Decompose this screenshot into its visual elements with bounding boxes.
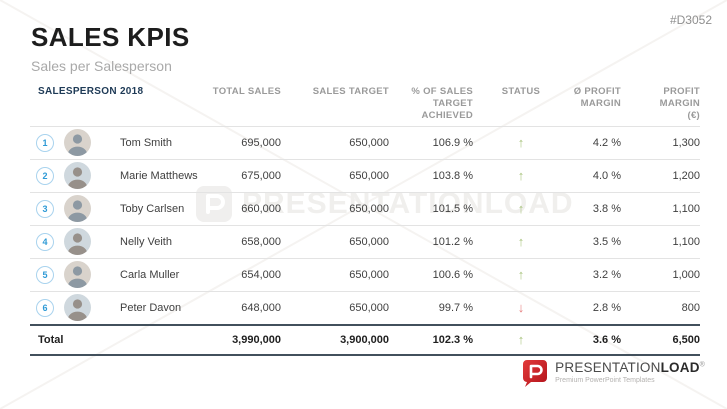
margin-eur-total: 6,500 [672, 333, 700, 346]
avg-margin-value: 3.5 % [592, 235, 621, 248]
salesperson-name: Nelly Veith [120, 235, 172, 248]
total-sales-value: 675,000 [241, 169, 281, 182]
total-sales-value: 654,000 [241, 268, 281, 281]
table-header-row: SALESPERSON 2018 TOTAL SALES SALES TARGE… [30, 86, 700, 126]
avatar [64, 195, 91, 223]
margin-eur-value: 1,000 [672, 268, 700, 281]
avatar [64, 261, 91, 289]
slide-header: SALES KPIS Sales per Salesperson [31, 22, 190, 74]
avatar [64, 162, 91, 190]
col-header-total-sales: TOTAL SALES [212, 86, 281, 97]
sales-target-total: 3,900,000 [340, 333, 389, 346]
sales-target-value: 650,000 [349, 202, 389, 215]
page-title: SALES KPIS [31, 22, 190, 52]
rank-badge: 2 [36, 166, 54, 185]
col-header-profit-margin-eur: PROFIT MARGIN (€) [659, 86, 700, 121]
total-sales-value: 648,000 [241, 301, 281, 314]
registered-mark: ® [699, 361, 705, 369]
table-row: 1 Tom Smith 695,000 650,000 106.9 % ↑ 4.… [30, 125, 700, 159]
avg-margin-value: 3.8 % [592, 202, 621, 215]
rank-badge: 3 [36, 199, 54, 218]
margin-eur-value: 1,100 [672, 202, 700, 215]
status-up-arrow-icon: ↑ [517, 134, 525, 150]
total-sales-value: 660,000 [241, 202, 281, 215]
brand-p-icon [523, 360, 548, 388]
salesperson-name: Carla Muller [120, 268, 180, 281]
avatar [64, 228, 91, 256]
table-row: 6 Peter Davon 648,000 650,000 99.7 % ↓ 2… [30, 290, 700, 324]
salesperson-name: Tom Smith [120, 136, 172, 149]
table-row: 5 Carla Muller 654,000 650,000 100.6 % ↑… [30, 257, 700, 291]
rank-badge: 6 [36, 298, 54, 317]
pct-achieved-value: 106.9 % [432, 136, 473, 149]
sales-target-value: 650,000 [349, 301, 389, 314]
total-sales-total: 3,990,000 [232, 333, 281, 346]
table-row: 4 Nelly Veith 658,000 650,000 101.2 % ↑ … [30, 224, 700, 258]
rank-badge: 4 [36, 232, 54, 251]
margin-eur-value: 1,300 [672, 136, 700, 149]
col-header-pct-achieved: % OF SALES TARGET ACHIEVED [411, 86, 473, 121]
salesperson-name: Peter Davon [120, 301, 182, 314]
total-label: Total [38, 333, 64, 346]
sales-target-value: 650,000 [349, 268, 389, 281]
col-header-avg-profit-margin: Ø PROFIT MARGIN [573, 86, 621, 109]
margin-eur-value: 1,100 [672, 235, 700, 248]
status-up-arrow-icon: ↑ [517, 233, 525, 249]
col-header-sales-target: SALES TARGET [312, 86, 389, 97]
status-up-arrow-icon: ↑ [517, 167, 525, 183]
pct-achieved-value: 100.6 % [432, 268, 473, 281]
status-up-arrow-icon: ↑ [517, 266, 525, 282]
table-row: 3 Toby Carlsen 660,000 650,000 101.5 % ↑… [30, 191, 700, 225]
pct-achieved-value: 101.5 % [432, 202, 473, 215]
margin-eur-value: 1,200 [672, 169, 700, 182]
pct-achieved-value: 103.8 % [432, 169, 473, 182]
col-header-status: STATUS [501, 86, 541, 97]
avg-margin-value: 4.2 % [592, 136, 621, 149]
sales-target-value: 650,000 [349, 136, 389, 149]
salesperson-name: Toby Carlsen [120, 202, 185, 215]
salesperson-name: Marie Matthews [120, 169, 198, 182]
avg-margin-total: 3.6 % [592, 333, 621, 346]
rank-badge: 5 [36, 265, 54, 284]
pct-achieved-value: 99.7 % [438, 301, 473, 314]
page-subtitle: Sales per Salesperson [31, 58, 172, 74]
avg-margin-value: 4.0 % [592, 169, 621, 182]
pct-achieved-value: 101.2 % [432, 235, 473, 248]
sales-target-value: 650,000 [349, 169, 389, 182]
template-code: #D3052 [669, 13, 712, 27]
margin-eur-value: 800 [681, 301, 700, 314]
brand-tagline: Premium PowerPoint Templates [555, 377, 655, 384]
avatar [64, 294, 91, 322]
sales-target-value: 650,000 [349, 235, 389, 248]
status-up-arrow-icon: ↑ [517, 200, 525, 216]
col-header-salesperson: SALESPERSON 2018 [38, 86, 144, 97]
table-total-row: Total 3,990,000 3,900,000 102.3 % ↑ 3.6 … [30, 323, 700, 356]
total-sales-value: 658,000 [241, 235, 281, 248]
presentationload-logo: PRESENTATIONLOAD® Premium PowerPoint Tem… [523, 360, 705, 388]
total-sales-value: 695,000 [241, 136, 281, 149]
avatar [64, 129, 91, 157]
status-up-arrow-icon: ↑ [517, 331, 525, 347]
table-row: 2 Marie Matthews 675,000 650,000 103.8 %… [30, 158, 700, 192]
pct-achieved-total: 102.3 % [432, 333, 473, 346]
sales-kpi-table: SALESPERSON 2018 TOTAL SALES SALES TARGE… [30, 86, 700, 356]
avg-margin-value: 3.2 % [592, 268, 621, 281]
brand-name: PRESENTATIONLOAD® [555, 360, 705, 375]
avg-margin-value: 2.8 % [592, 301, 621, 314]
rank-badge: 1 [36, 133, 54, 152]
status-down-arrow-icon: ↓ [517, 299, 525, 315]
